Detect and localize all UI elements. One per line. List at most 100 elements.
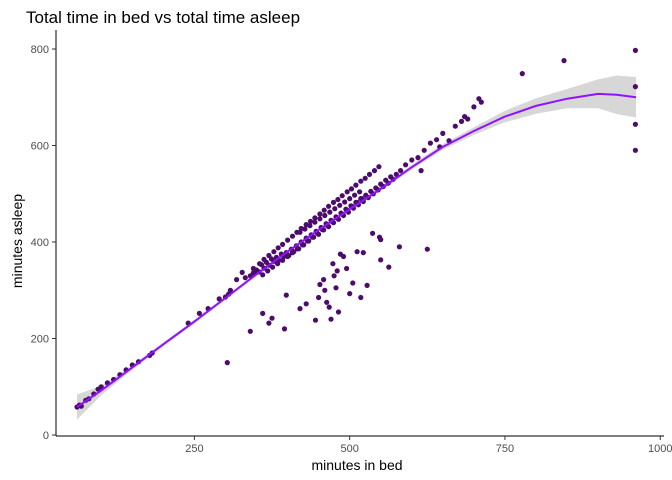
data-point [321, 207, 327, 213]
data-point [398, 168, 404, 174]
data-point [632, 147, 639, 153]
data-point [247, 328, 253, 334]
data-point [427, 140, 433, 146]
data-point [234, 277, 240, 283]
data-point [358, 294, 364, 301]
data-point [280, 257, 286, 263]
data-point [260, 310, 266, 316]
data-point [478, 99, 484, 105]
axes [55, 30, 664, 437]
x-tick-label: 750 [496, 443, 514, 455]
data-point [307, 223, 313, 229]
data-point [327, 209, 333, 215]
data-point [418, 168, 424, 174]
data-point [378, 257, 384, 263]
data-point [312, 215, 318, 221]
x-tick-label: 250 [185, 443, 203, 455]
data-point [285, 237, 291, 243]
data-point [396, 244, 402, 250]
data-point [322, 287, 328, 293]
data-point [465, 116, 471, 122]
data-point [261, 256, 267, 262]
data-point [289, 233, 296, 239]
data-point [370, 230, 376, 236]
data-point [260, 272, 266, 278]
data-point [350, 280, 356, 286]
data-point [326, 203, 332, 209]
data-point [403, 162, 409, 168]
data-point [307, 218, 314, 224]
y-axis-title: minutes asleep [9, 194, 25, 288]
data-point [216, 296, 222, 302]
data-point [317, 211, 323, 217]
data-point [393, 171, 399, 177]
data-point [322, 212, 328, 219]
data-point [358, 178, 364, 184]
data-point [347, 196, 353, 202]
data-point [362, 175, 368, 181]
data-point [471, 104, 477, 110]
data-point [270, 264, 276, 270]
data-point [333, 285, 339, 291]
data-point [224, 360, 230, 366]
data-point [452, 123, 458, 129]
data-point [317, 281, 323, 288]
data-point [632, 84, 639, 90]
data-point [275, 261, 281, 267]
data-point [312, 317, 319, 323]
data-point [354, 249, 360, 255]
data-point [344, 189, 350, 195]
data-point [347, 291, 353, 297]
data-point [632, 121, 639, 127]
data-point [371, 168, 378, 174]
data-point [285, 253, 291, 260]
data-point [299, 242, 306, 248]
data-point [303, 301, 309, 307]
data-point [324, 299, 330, 305]
data-point [357, 189, 363, 195]
data-point [334, 268, 340, 274]
y-tick-label: 200 [31, 334, 49, 346]
data-point [340, 253, 347, 260]
confidence-band-layer [77, 75, 636, 420]
data-point [265, 268, 271, 274]
data-point [440, 130, 446, 136]
data-point [337, 202, 343, 208]
chart-title: Total time in bed vs total time asleep [26, 8, 300, 27]
data-point [280, 241, 286, 247]
data-point [632, 47, 639, 54]
smooth-line-layer [76, 92, 637, 408]
data-point [297, 306, 303, 312]
data-point [331, 273, 337, 279]
data-point [353, 182, 359, 188]
x-axis-title: minutes in bed [311, 457, 402, 473]
smooth-line [76, 92, 637, 408]
y-axis-ticks: 0 200 400 600 800 [31, 44, 56, 442]
data-point [321, 277, 327, 283]
data-point [266, 320, 272, 326]
data-point [330, 261, 336, 267]
data-point [289, 250, 296, 256]
data-point [316, 294, 322, 301]
data-point [242, 275, 248, 281]
data-point [409, 157, 415, 163]
data-point [196, 310, 202, 316]
data-point [269, 315, 275, 321]
data-point [376, 234, 383, 240]
data-point [339, 193, 345, 199]
data-point [275, 245, 281, 251]
data-point [312, 219, 318, 225]
data-point [283, 292, 289, 298]
x-axis-ticks: 250 500 750 1000 [185, 436, 672, 455]
data-point [326, 304, 332, 310]
data-point [239, 269, 245, 275]
data-point [458, 118, 465, 124]
data-point [257, 261, 263, 267]
data-point [352, 192, 358, 198]
confidence-band [77, 75, 636, 420]
data-point [294, 246, 301, 252]
y-tick-label: 400 [31, 237, 49, 249]
data-point [335, 309, 342, 315]
data-point [348, 186, 355, 192]
data-point [328, 316, 334, 322]
